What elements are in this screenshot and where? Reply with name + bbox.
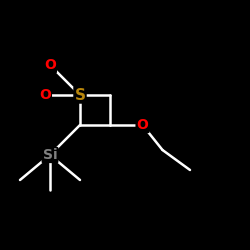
Text: Si: Si [43,148,57,162]
Text: O: O [44,58,56,72]
Text: S: S [74,88,86,102]
Text: O: O [136,118,148,132]
Text: O: O [39,88,51,102]
